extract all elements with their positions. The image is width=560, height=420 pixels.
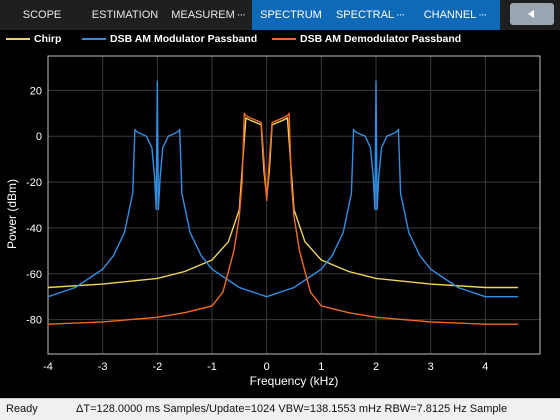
x-tick-label: -3 [98,361,108,373]
toolstrip: SCOPE ESTIMATION MEASUREM ··· SPECTRUM SP… [0,0,560,30]
y-tick-label: -80 [26,315,42,327]
legend-label: DSB AM Modulator Passband [110,33,258,45]
y-axis-label: Power (dBm) [5,179,19,249]
y-tick-label: -40 [26,223,42,235]
status-bar: Ready ΔT=128.0000 ms Samples/Update=1024… [0,398,560,420]
x-tick-label: -2 [152,361,162,373]
tab-label: MEASUREM [171,9,235,21]
y-tick-label: 20 [30,85,42,97]
y-tick-label: -60 [26,269,42,281]
overflow-dots: ··· [478,9,487,21]
x-tick-label: 0 [264,361,270,373]
tab-spectrum[interactable]: SPECTRUM [252,0,330,30]
x-axis-label: Frequency (kHz) [250,374,339,388]
plot-background [0,48,560,398]
x-tick-label: 4 [482,361,488,373]
tab-label: ESTIMATION [91,9,159,21]
x-tick-label: -1 [207,361,217,373]
y-tick-label: 0 [36,131,42,143]
tab-measurements[interactable]: MEASUREM ··· [166,0,250,30]
x-tick-label: 3 [428,361,434,373]
x-tick-label: 1 [318,361,324,373]
legend-label: Chirp [34,33,62,45]
tab-label: SPECTRUM [260,9,322,21]
legend: Chirp DSB AM Modulator Passband DSB AM D… [0,30,560,48]
status-ready: Ready [6,403,38,415]
legend-swatch [272,38,296,40]
tab-label: SPECTRAL [335,9,395,21]
y-tick-label: -20 [26,177,42,189]
spectrum-plot[interactable]: -4 -3 -2 -1 0 1 2 3 4 20 0 -20 -40 -60 -80 Power (dBm)… [0,48,560,398]
tab-spectral[interactable]: SPECTRAL ··· [330,0,410,30]
collapse-toolstrip-button[interactable] [510,3,554,25]
tab-scope[interactable]: SCOPE [0,0,84,30]
x-tick-label: -4 [43,361,53,373]
status-measurements: ΔT=128.0000 ms Samples/Update=1024 VBW=1… [76,403,508,415]
plot-frame [47,55,541,355]
tab-label: SCOPE [22,9,62,21]
chevron-left-icon [528,10,534,18]
overflow-dots: ··· [236,9,246,21]
legend-swatch [82,38,106,40]
legend-swatch [6,38,30,40]
legend-label: DSB AM Demodulator Passband [300,33,462,45]
series-line-demodulator [48,112,519,325]
tab-estimation[interactable]: ESTIMATION [84,0,166,30]
x-tick-label: 2 [373,361,379,373]
series-line-modulator [48,80,519,298]
tab-channel[interactable]: CHANNEL ··· [410,0,500,30]
overflow-dots: ··· [396,9,405,21]
tab-label: CHANNEL [423,9,477,21]
